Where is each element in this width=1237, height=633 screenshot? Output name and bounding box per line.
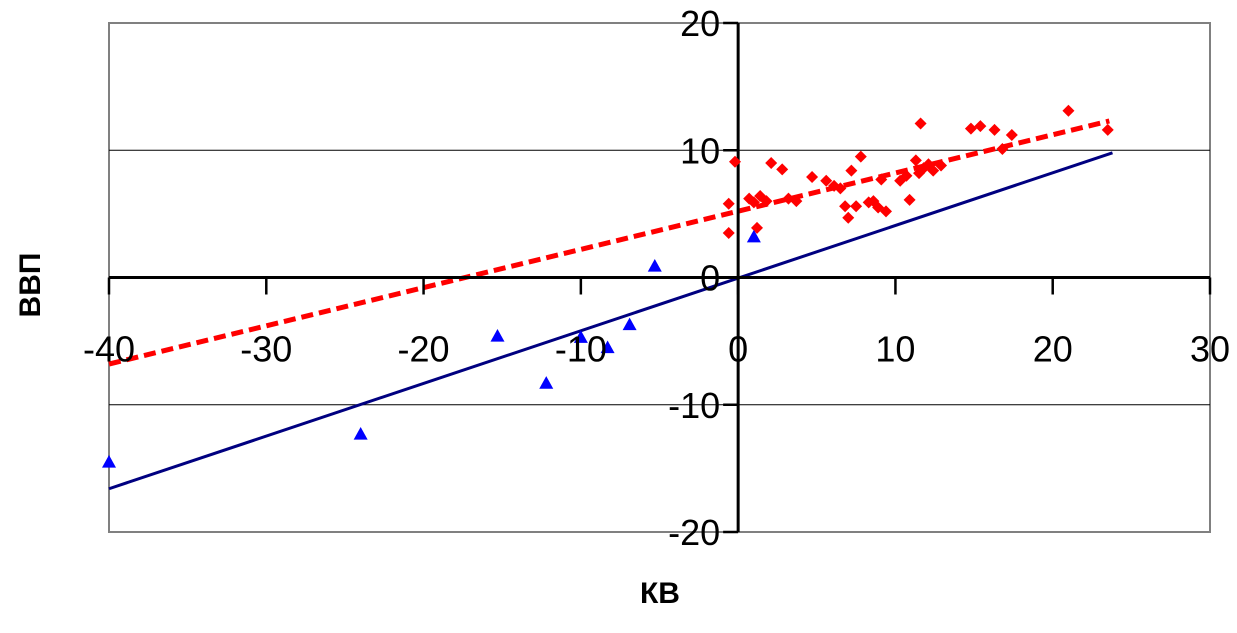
x-tick-label: -30 — [240, 329, 292, 370]
x-tick-label: -40 — [83, 329, 135, 370]
diamond-point — [722, 226, 735, 239]
x-tick-label: 10 — [875, 329, 915, 370]
diamond-point — [834, 182, 847, 195]
diamond-point — [988, 123, 1001, 136]
diamond-point — [747, 196, 760, 209]
diamond-point — [964, 122, 977, 135]
y-tick-label: 10 — [680, 130, 720, 171]
triangle-point — [353, 427, 368, 440]
triangle-point — [573, 330, 588, 343]
gridlines — [109, 149, 1210, 406]
tick-marks — [107, 21, 1212, 534]
triangle-point — [622, 317, 637, 331]
diamond-point — [790, 195, 803, 208]
diamond-point — [974, 120, 987, 133]
x-axis-title: КВ — [640, 577, 680, 610]
y-tick-label: -10 — [668, 385, 720, 426]
triangle-point — [600, 340, 615, 354]
diamond-point — [728, 155, 741, 168]
diamond-point — [820, 174, 833, 187]
diamond-point — [900, 169, 913, 182]
diamond-point — [909, 154, 922, 167]
diamond-point — [842, 211, 855, 224]
trendline-solid — [108, 151, 1113, 491]
y-tick-label: 0 — [700, 258, 720, 299]
diamond-point — [1005, 128, 1018, 141]
y-tick-label: 20 — [680, 3, 720, 44]
diamond-point — [914, 117, 927, 130]
y-tick-label: -20 — [668, 512, 720, 553]
diamond-point — [903, 193, 916, 206]
diamond-point — [996, 142, 1009, 155]
triangle-point — [539, 376, 554, 389]
triangle-point — [102, 455, 116, 468]
diamond-point — [927, 164, 940, 177]
diamond-point — [1101, 123, 1114, 136]
x-tick-label: -20 — [398, 329, 450, 370]
diamond-point — [1062, 104, 1075, 117]
diamond-point — [875, 173, 888, 186]
y-axis-title: ВВП — [14, 253, 47, 318]
triangle-point — [647, 259, 662, 272]
x-tick-label: 30 — [1190, 329, 1230, 370]
diamond-point — [760, 195, 773, 208]
diamond-point — [776, 163, 789, 176]
diamond-point — [935, 159, 948, 172]
triangle-point — [746, 229, 761, 243]
diamond-point — [839, 200, 852, 213]
data-points — [102, 104, 1114, 468]
diamond-point — [845, 164, 858, 177]
x-tick-label: 20 — [1033, 329, 1073, 370]
x-tick-label: 0 — [728, 329, 748, 370]
diamond-point — [765, 156, 778, 169]
diamond-point — [806, 170, 819, 183]
diamond-point — [722, 197, 735, 210]
x-tick-label: -10 — [555, 329, 607, 370]
diamond-point — [879, 205, 892, 218]
diamond-point — [850, 200, 863, 213]
triangle-point — [490, 329, 505, 342]
diamond-point — [854, 150, 867, 163]
